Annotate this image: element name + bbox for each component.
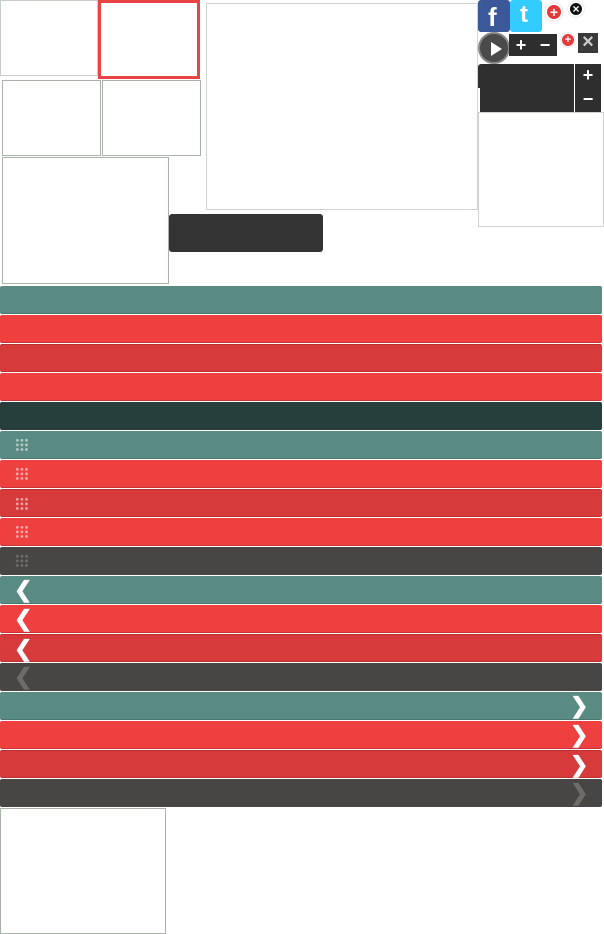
chevron-right-icon[interactable]: ❯	[570, 780, 589, 805]
zoom-in-button[interactable]: +	[509, 34, 533, 56]
twitter-icon[interactable]: t	[510, 0, 542, 32]
bar-gray-prev[interactable]: ❮	[0, 663, 602, 691]
bar-red-grid-2[interactable]	[0, 518, 602, 546]
grid-icon	[15, 554, 29, 568]
thumbnail-5[interactable]	[2, 157, 169, 284]
bar-dark-red-next[interactable]: ❯	[0, 750, 602, 778]
bar-red-2[interactable]	[0, 373, 602, 401]
chevron-left-icon[interactable]: ❮	[14, 664, 33, 689]
twitter-glyph: t	[520, 1, 528, 28]
bar-teal-grid[interactable]	[0, 431, 602, 459]
bar-teal-prev[interactable]: ❮	[0, 576, 602, 604]
grid-icon	[15, 438, 29, 452]
thumbnail-4[interactable]	[102, 80, 201, 156]
bar-dark-red-prev[interactable]: ❮	[0, 634, 602, 662]
add-glyph: +	[549, 4, 559, 20]
facebook-glyph: f	[488, 2, 497, 32]
dark-control-panel-top	[478, 64, 574, 88]
panel-plus-glyph: +	[582, 65, 594, 85]
zoom-in-glyph: +	[515, 35, 527, 55]
panel-minus-glyph: −	[582, 89, 594, 109]
grid-icon	[15, 525, 29, 539]
bar-teal[interactable]	[0, 286, 602, 314]
close-square-icon[interactable]: ×	[578, 31, 598, 53]
bar-gray-next[interactable]: ❯	[0, 779, 602, 807]
dark-action-button[interactable]	[169, 214, 323, 252]
bottom-thumbnail[interactable]	[0, 808, 166, 934]
bar-red-grid[interactable]	[0, 460, 602, 488]
bar-dark-green[interactable]	[0, 402, 602, 430]
panel-plus-button[interactable]: +	[575, 64, 601, 88]
chevron-right-icon[interactable]: ❯	[570, 693, 589, 718]
chevron-left-icon[interactable]: ❮	[14, 636, 33, 661]
play-icon[interactable]	[478, 32, 510, 64]
panel-minus-button[interactable]: −	[575, 88, 601, 112]
zoom-out-button[interactable]: −	[533, 34, 557, 56]
bar-dark-red-grid[interactable]	[0, 489, 602, 517]
add-icon[interactable]: +	[545, 3, 563, 21]
bar-red-next[interactable]: ❯	[0, 721, 602, 749]
bar-dark-red[interactable]	[0, 344, 602, 372]
add-small-icon[interactable]: +	[561, 33, 575, 47]
close-square-glyph: ×	[582, 31, 594, 53]
close-glyph: ×	[572, 2, 580, 16]
add-small-glyph: +	[564, 34, 572, 46]
chevron-left-icon[interactable]: ❮	[14, 606, 33, 631]
grid-icon	[15, 497, 29, 511]
chevron-right-icon[interactable]: ❯	[570, 722, 589, 747]
bar-red[interactable]	[0, 315, 602, 343]
bar-gray-grid[interactable]	[0, 547, 602, 575]
bar-red-prev[interactable]: ❮	[0, 605, 602, 633]
chevron-left-icon[interactable]: ❮	[14, 577, 33, 602]
close-icon[interactable]: ×	[568, 1, 584, 17]
preview-panel	[206, 3, 478, 210]
thumbnail-3[interactable]	[2, 80, 101, 156]
side-panel	[478, 112, 604, 227]
dark-control-panel-bottom	[480, 88, 574, 112]
thumbnail-2-selected[interactable]	[98, 0, 200, 79]
grid-icon	[15, 467, 29, 481]
bar-teal-next[interactable]: ❯	[0, 692, 602, 720]
zoom-out-glyph: −	[539, 35, 551, 55]
chevron-right-icon[interactable]: ❯	[570, 752, 589, 777]
thumbnail-1[interactable]	[0, 0, 98, 76]
facebook-icon[interactable]: f	[478, 0, 510, 32]
